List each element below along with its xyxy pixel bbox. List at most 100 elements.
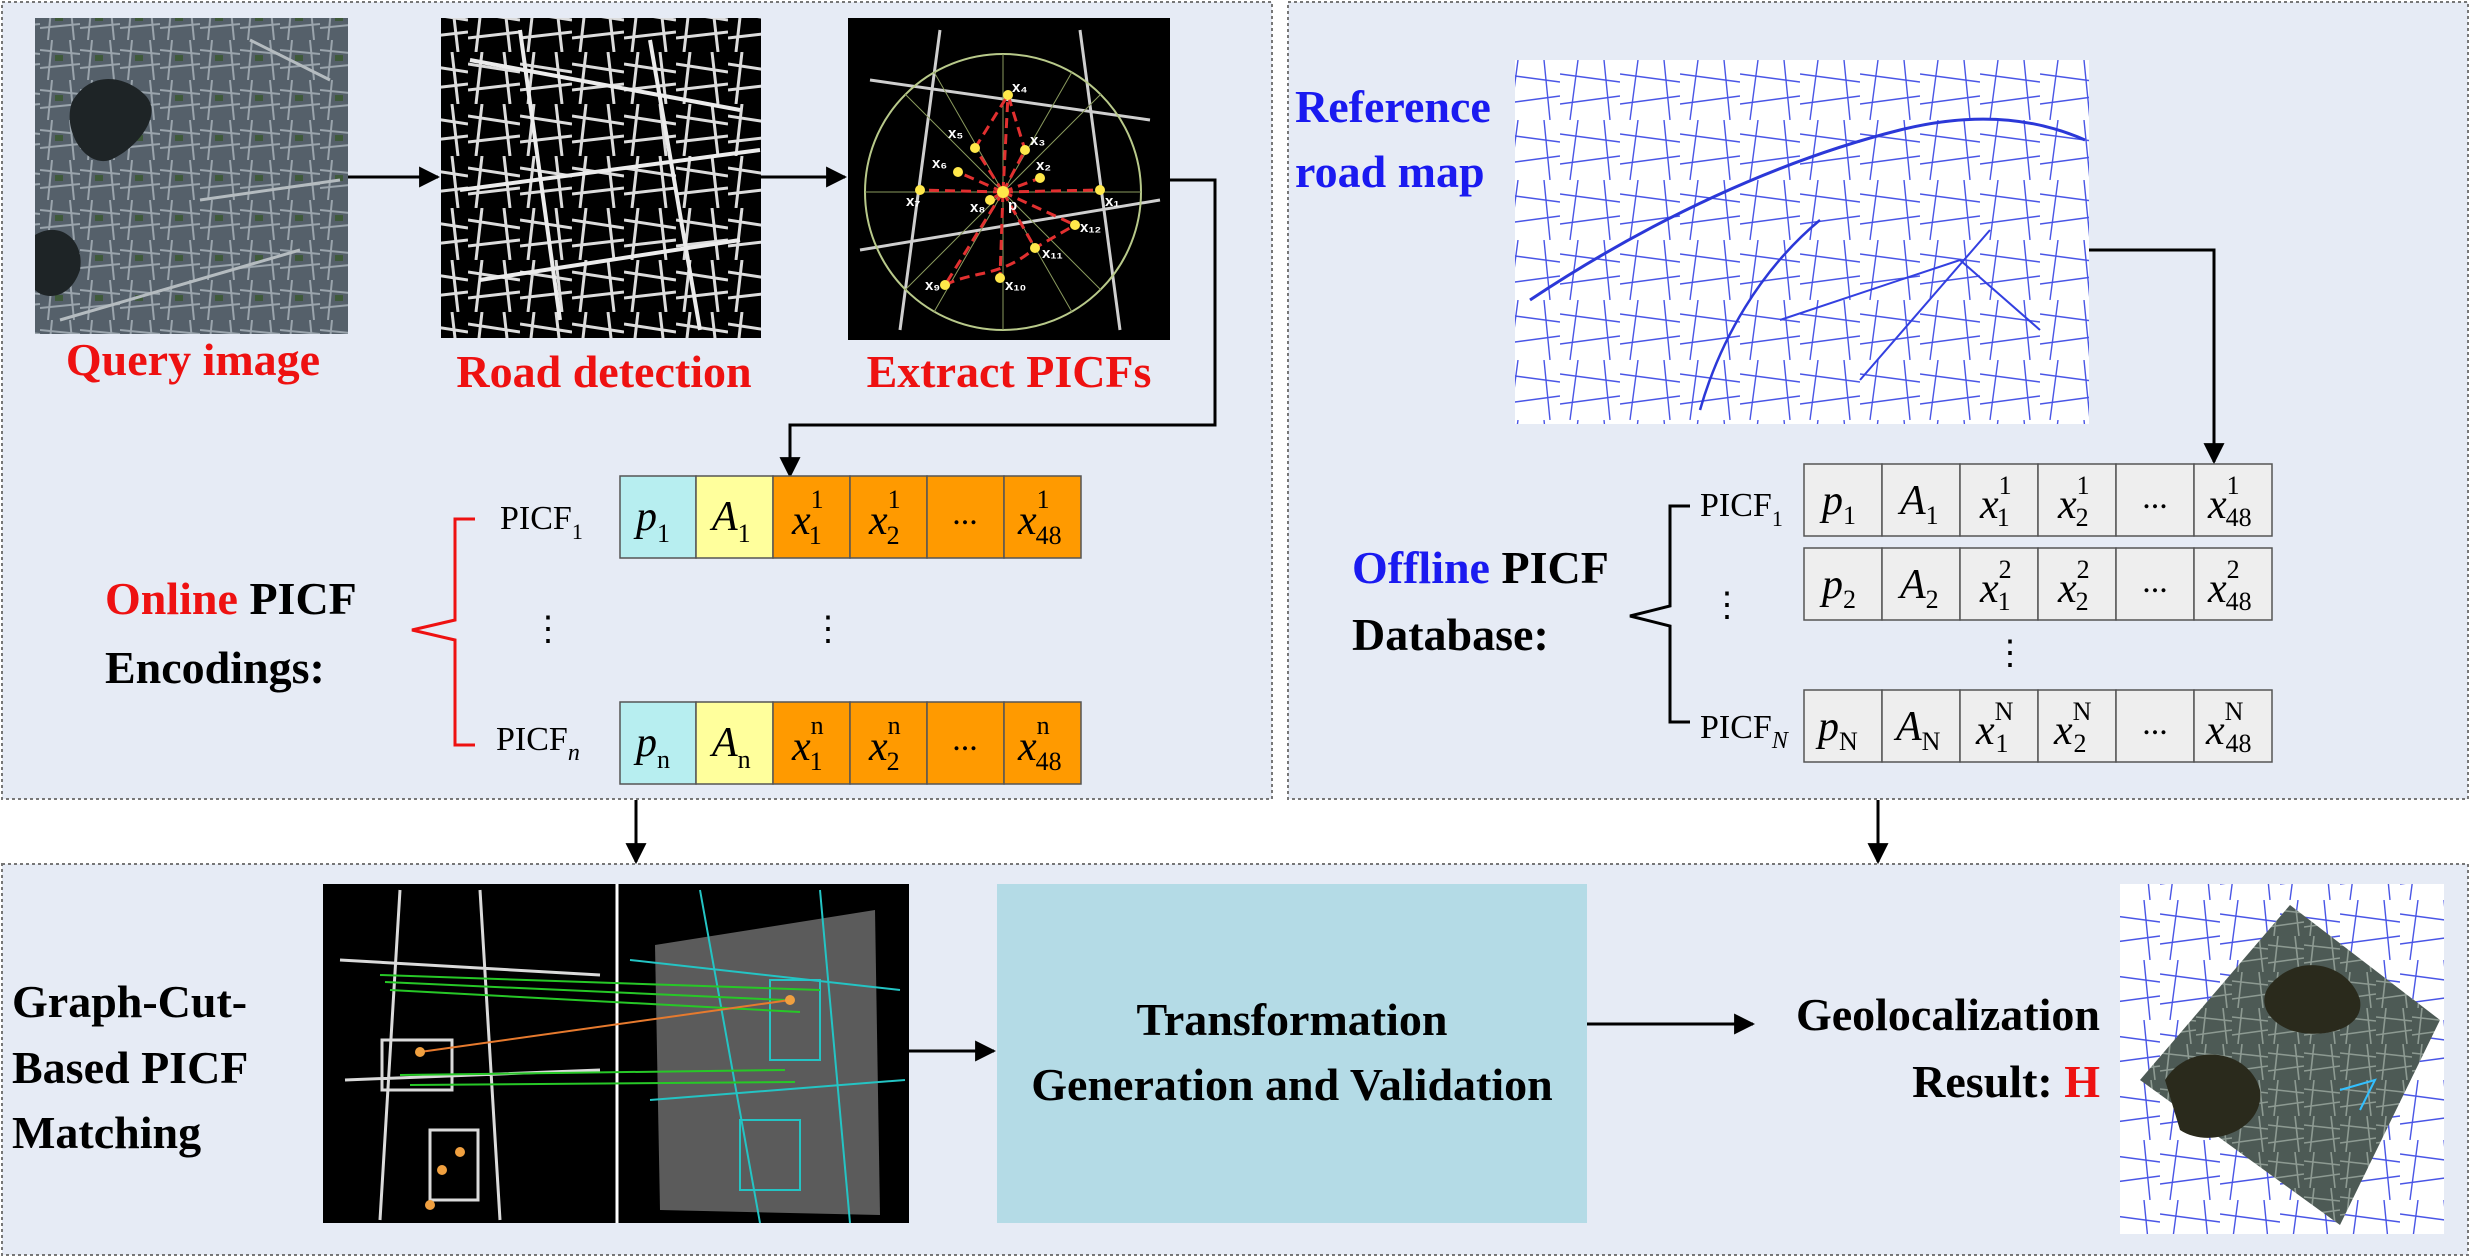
cell-x-sup: N <box>1995 697 2014 726</box>
cell-x2 <box>849 701 928 785</box>
geolocalization-result-image <box>2120 884 2444 1234</box>
picf-label: PICF <box>496 721 568 758</box>
cell-a-text: A1 <box>709 494 751 548</box>
cell-p <box>1803 689 1883 763</box>
offline-database-line2: Database: <box>1352 609 1549 660</box>
cell-p-sub: 1 <box>657 519 670 548</box>
cell-a-symbol: A <box>1897 562 1926 608</box>
cell-x-symbol: x <box>868 498 888 544</box>
online-row: PICF1 p1 A1 x1 1 x1 2 ... x1 48 <box>500 475 1082 559</box>
cell-x-sub: 48 <box>2225 729 2251 758</box>
cell-x48 <box>1003 701 1082 785</box>
vdots: ⋮ <box>1710 587 1744 624</box>
road-detection-label: Road detection <box>456 346 751 397</box>
offline-word: Offline <box>1352 542 1490 593</box>
vdots: ⋮ <box>811 611 845 648</box>
cell-x-sup: 1 <box>1037 485 1050 514</box>
cell-x2-text: xn 2 <box>868 711 901 776</box>
cell-x1-text: xN 1 <box>1975 697 2014 758</box>
picf-point-label: x₆ <box>932 155 947 172</box>
cell-x-symbol: x <box>1017 498 1037 544</box>
cell-a-text: An <box>709 720 751 774</box>
cell-x1 <box>1959 547 2039 621</box>
online-encodings-line2: Encodings: <box>105 642 325 693</box>
picf-point-label: x₁ <box>1105 193 1120 210</box>
cell-ellipsis-text: ... <box>952 721 978 758</box>
cell-x-sub: 2 <box>887 747 900 776</box>
picf-point-label: x₅ <box>948 125 963 142</box>
offline-database-title: Offline PICF <box>1352 542 1609 593</box>
cell-p <box>619 475 697 559</box>
extract-picfs-label: Extract PICFs <box>867 346 1152 397</box>
cell-a-sub: 1 <box>1926 501 1939 530</box>
cell-x-sub: 2 <box>2076 587 2089 616</box>
picf-point-label: x₃ <box>1030 132 1045 149</box>
cell-x-sub: 1 <box>809 521 822 550</box>
online-picf-word: PICF <box>238 573 357 624</box>
cell-p-symbol: p <box>1815 704 1839 750</box>
cell-x48-text: xn 48 <box>1017 711 1062 776</box>
cell-ellipsis <box>2115 547 2195 621</box>
cell-p-text: pN <box>1815 704 1858 756</box>
cell-x1-text: x1 1 <box>791 485 823 550</box>
online-encodings-title: Online PICF <box>105 573 357 624</box>
reference-label-line1: Reference <box>1295 81 1491 132</box>
cell-x-symbol: x <box>1975 708 1995 754</box>
cell-x-sup: 1 <box>888 485 901 514</box>
picf-row-label: PICFN <box>1700 709 1790 754</box>
cell-x1-text: x1 1 <box>1979 471 2011 532</box>
cell-p-text: pn <box>633 720 670 774</box>
cell-x2-text: x1 2 <box>2057 471 2090 532</box>
cell-x-sub: 1 <box>1998 587 2011 616</box>
picf-label: PICF <box>1700 709 1772 746</box>
cell-p-symbol: p <box>1819 478 1843 524</box>
cell-x-symbol: x <box>2053 708 2073 754</box>
cell-x-symbol: x <box>2205 708 2225 754</box>
result-label-line2: Result: H <box>1912 1056 2100 1107</box>
cell-x-symbol: x <box>2057 482 2077 528</box>
result-word: Result: <box>1912 1056 2064 1107</box>
matching-image <box>323 884 909 1224</box>
cell-x-symbol: x <box>791 724 811 770</box>
cell-a-symbol: A <box>1897 478 1926 524</box>
cell-x-symbol: x <box>1979 566 1999 612</box>
query-image-label: Query image <box>66 334 320 385</box>
picf-point-label: x₉ <box>925 277 940 294</box>
cell-x48 <box>2193 689 2273 763</box>
cell-a-text: A2 <box>1897 562 1939 614</box>
cell-x48 <box>2193 463 2273 537</box>
vdots: ⋮ <box>1993 635 2027 672</box>
cell-a-sub: N <box>1922 727 1941 756</box>
cell-x1 <box>1959 689 2039 763</box>
cell-p <box>1803 547 1883 621</box>
transform-label-line1: Transformation <box>1137 994 1448 1045</box>
cell-p-symbol: p <box>1819 562 1843 608</box>
cell-a <box>1881 463 1961 537</box>
cell-a <box>695 475 774 559</box>
cell-x-sup: n <box>1037 711 1050 740</box>
cell-x-sup: 1 <box>1999 471 2011 500</box>
cell-p-text: p2 <box>1819 562 1856 614</box>
matching-label-line3: Matching <box>12 1107 201 1158</box>
transform-box <box>997 884 1587 1223</box>
cell-p-sub: 2 <box>1843 585 1856 614</box>
cell-p-symbol: p <box>633 720 657 766</box>
result-label-line1: Geolocalization <box>1796 989 2100 1040</box>
cell-x48 <box>2193 547 2273 621</box>
cell-ellipsis-text: ... <box>952 495 978 532</box>
cell-x-sub: 1 <box>1997 503 2010 532</box>
cell-p-symbol: p <box>633 494 657 540</box>
cell-a-symbol: A <box>709 720 738 766</box>
cell-p-text: p1 <box>633 494 670 548</box>
cell-x-sup: 1 <box>2227 471 2240 500</box>
picf-point-label: p <box>1008 197 1017 214</box>
picf-point-label: x₁₂ <box>1080 219 1101 236</box>
cell-x-sub: 48 <box>1036 521 1062 550</box>
cell-x-symbol: x <box>1979 482 1999 528</box>
picf-label-sub: 1 <box>572 519 583 544</box>
cell-x2-text: x2 2 <box>2057 555 2090 616</box>
cell-x-sup: N <box>2073 697 2092 726</box>
cell-p-text: p1 <box>1819 478 1856 530</box>
cell-x-sub: 2 <box>887 521 900 550</box>
